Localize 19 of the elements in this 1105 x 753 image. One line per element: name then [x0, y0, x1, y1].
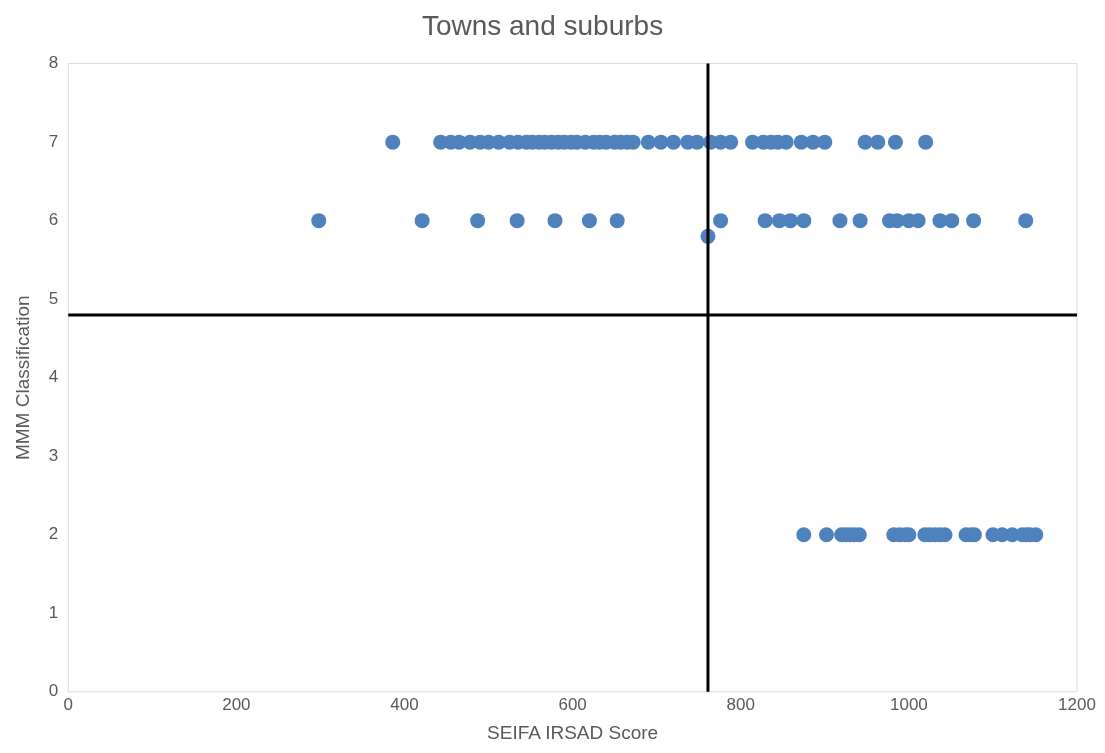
y-tick-label: 1	[48, 602, 59, 622]
y-tick-label: 0	[48, 681, 59, 701]
y-tick-label: 4	[48, 367, 59, 387]
x-tick-label: 1000	[889, 694, 928, 714]
y-tick-label: 8	[48, 53, 59, 73]
y-tick-label: 6	[48, 210, 59, 230]
chart-title: Towns and suburbs	[421, 9, 664, 41]
y-axis-title: MMM Classification	[11, 295, 33, 461]
x-tick-label: 1200	[1058, 694, 1096, 714]
x-tick-label: 0	[63, 694, 73, 714]
x-tick-label: 600	[558, 694, 587, 714]
x-tick-label: 800	[726, 694, 755, 714]
x-axis-title: SEIFA IRSAD Score	[487, 721, 659, 743]
x-tick-label: 200	[222, 694, 251, 714]
y-tick-label: 7	[48, 131, 59, 151]
y-tick-label: 2	[48, 524, 59, 544]
x-tick-label: 400	[390, 694, 419, 714]
y-tick-label: 5	[48, 288, 59, 308]
y-tick-label: 3	[48, 445, 59, 465]
